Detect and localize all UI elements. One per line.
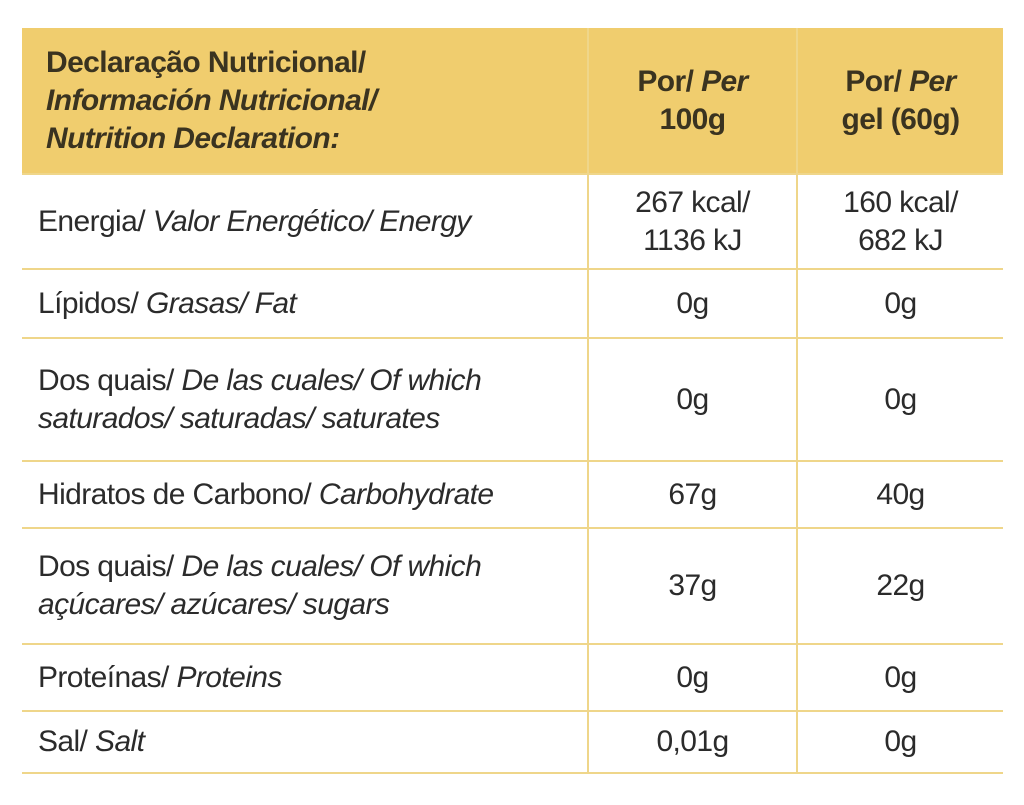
italic-text: Nutrition Declaration: [46,121,340,155]
nutrient-value: 160 kcal/ 682 kJ [796,174,1003,270]
plain-text: Por/ [845,64,902,98]
header-cell: Por/ Per gel (60g) [796,28,1003,175]
nutrient-value: 0,01g [587,711,797,774]
nutrient-value: 0g [587,338,797,462]
italic-text: Per [701,64,748,98]
header-line: Información Nutricional/ [46,82,587,120]
nutrient-value: 40g [796,461,1003,529]
table-body: Energia/ Valor Energético/ Energy 267 kca… [22,174,1003,774]
nutrient-row: Dos quais/ De las cuales/ Of which açúca… [22,528,1003,645]
italic-text: De las cuales/ Of which saturados/ satur… [38,363,482,435]
plain-text: Sal/ [38,725,88,758]
nutrient-value: 22g [796,528,1003,645]
header-line: 100g [589,101,796,139]
header-line: Nutrition Declaration: [46,120,587,158]
italic-text: Salt [95,725,145,758]
nutrient-row: Energia/ Valor Energético/ Energy 267 kca… [22,174,1003,270]
header-row: Declaração Nutricional/Información Nutri… [22,28,1003,175]
nutrient-label: Dos quais/ De las cuales/ Of which satur… [22,338,588,462]
plain-text: 100g [659,102,727,136]
nutrient-value: 0g [796,338,1003,462]
plain-text: Declaração Nutricional/ [46,45,366,79]
nutrient-label: Dos quais/ De las cuales/ Of which açúca… [22,528,588,645]
plain-text: Dos quais/ [38,550,174,583]
nutrient-label: Hidratos de Carbono/ Carbohydrate [22,461,588,529]
plain-text: Hidratos de Carbono/ [38,477,312,511]
nutrient-value: 267 kcal/ 1136 kJ [587,174,797,270]
nutrient-label: Proteínas/ Proteins [22,644,588,712]
nutrition-table: Declaração Nutricional/Información Nutri… [22,28,1003,774]
nutrient-row: Hidratos de Carbono/ Carbohydrate 67g 40g [22,461,1003,529]
italic-text: Información Nutricional/ [46,83,377,117]
plain-text: Lípidos/ [38,286,139,320]
italic-text: Carbohydrate [318,477,494,511]
nutrient-row: Dos quais/ De las cuales/ Of which satur… [22,338,1003,462]
italic-text: Valor Energético/ Energy [152,204,472,238]
header-line: Por/ Per [798,63,1003,101]
nutrient-label: Lípidos/ Grasas/ Fat [22,269,588,339]
nutrient-value: 0g [796,644,1003,712]
plain-text: Energia/ [38,204,146,238]
nutrient-value: 0g [587,644,797,712]
plain-text: gel (60g) [841,102,961,136]
nutrient-value: 0g [587,269,797,339]
nutrient-value: 0g [796,269,1003,339]
header-line: Por/ Per [589,63,796,101]
header-cell: Por/ Per 100g [587,28,797,175]
italic-text: Proteins [176,660,283,694]
header-cell: Declaração Nutricional/Información Nutri… [22,28,588,175]
italic-text: Grasas/ Fat [146,286,297,320]
plain-text: Dos quais/ [38,363,174,397]
italic-text: De las cuales/ Of which açúcares/ azúcar… [38,550,482,621]
nutrient-value: 67g [587,461,797,529]
nutrient-label: Energia/ Valor Energético/ Energy [22,174,588,270]
nutrient-label: Sal/ Salt [22,711,588,774]
nutrient-value: 0g [796,711,1003,774]
plain-text: Por/ [637,64,694,98]
nutrient-row: Lípidos/ Grasas/ Fat 0g 0g [22,269,1003,339]
nutrient-row: Proteínas/ Proteins 0g 0g [22,644,1003,712]
table-header: Declaração Nutricional/Información Nutri… [22,28,1003,175]
italic-text: Per [909,64,956,98]
nutrient-row: Sal/ Salt 0,01g 0g [22,711,1003,774]
header-line: gel (60g) [798,101,1003,139]
nutrient-value: 37g [587,528,797,645]
plain-text: Proteínas/ [38,660,169,694]
header-line: Declaração Nutricional/ [46,44,587,82]
